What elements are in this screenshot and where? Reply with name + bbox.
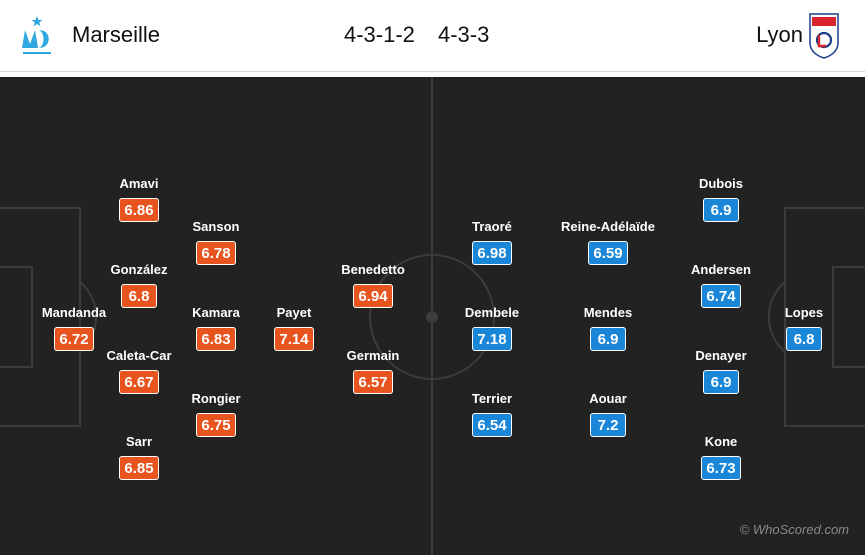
player-rating: 6.59	[588, 241, 628, 265]
player-rating: 7.18	[472, 327, 512, 351]
match-header: Marseille 4-3-1-2 4-3-3 Lyon	[0, 0, 865, 72]
away-player[interactable]: Denayer 6.9	[681, 348, 761, 394]
player-rating: 6.86	[119, 198, 159, 222]
away-team-name[interactable]: Lyon	[756, 22, 803, 47]
player-rating: 6.67	[119, 370, 159, 394]
player-name: Mendes	[583, 305, 633, 320]
away-player[interactable]: Lopes 6.8	[764, 305, 844, 351]
home-player[interactable]: Sarr 6.85	[99, 434, 179, 480]
home-team-name[interactable]: Marseille	[72, 22, 161, 47]
player-rating: 6.74	[701, 284, 741, 308]
away-player[interactable]: Reine-Adélaïde 6.59	[553, 219, 663, 265]
home-player[interactable]: Amavi 6.86	[99, 176, 179, 222]
home-player[interactable]: Payet 7.14	[254, 305, 334, 351]
home-formation: 4-3-1-2	[344, 22, 415, 47]
player-name: Rongier	[191, 391, 241, 406]
player-rating: 6.73	[701, 456, 741, 480]
away-player[interactable]: Kone 6.73	[681, 434, 761, 480]
home-player[interactable]: Rongier 6.75	[176, 391, 256, 437]
player-name: Germain	[346, 348, 400, 363]
whoscored-watermark: © WhoScored.com	[739, 522, 849, 537]
player-rating: 6.85	[119, 456, 159, 480]
player-name: Traoré	[472, 219, 512, 234]
player-name: Dembele	[464, 305, 520, 320]
away-formation: 4-3-3	[438, 22, 490, 47]
player-name: Reine-Adélaïde	[561, 219, 655, 234]
player-name: Kone	[704, 434, 738, 449]
player-rating: 6.78	[196, 241, 236, 265]
player-name: Mandanda	[41, 305, 107, 320]
player-rating: 6.54	[472, 413, 512, 437]
home-player[interactable]: Germain 6.57	[333, 348, 413, 394]
home-player[interactable]: Kamara 6.83	[176, 305, 256, 351]
player-rating: 7.14	[274, 327, 314, 351]
player-name: Terrier	[471, 391, 513, 406]
player-rating: 6.98	[472, 241, 512, 265]
player-rating: 6.9	[590, 327, 626, 351]
player-name: Sarr	[125, 434, 153, 449]
player-rating: 6.9	[703, 370, 739, 394]
home-player[interactable]: Caleta-Car 6.67	[99, 348, 179, 394]
player-rating: 6.57	[353, 370, 393, 394]
lyon-crest-icon[interactable]	[809, 13, 839, 59]
away-player[interactable]: Dembele 7.18	[452, 305, 532, 351]
home-player[interactable]: Benedetto 6.94	[333, 262, 413, 308]
player-name: Lopes	[784, 305, 824, 320]
player-name: Dubois	[698, 176, 744, 191]
player-rating: 6.8	[786, 327, 822, 351]
pitch: Mandanda 6.72 Amavi 6.86 González 6.8 Ca…	[0, 77, 865, 555]
player-name: Sanson	[192, 219, 240, 234]
away-player[interactable]: Mendes 6.9	[568, 305, 648, 351]
player-name: Andersen	[691, 262, 751, 277]
away-player[interactable]: Aouar 7.2	[568, 391, 648, 437]
player-rating: 6.83	[196, 327, 236, 351]
player-name: Denayer	[695, 348, 747, 363]
marseille-crest-icon[interactable]	[18, 14, 56, 58]
player-rating: 6.75	[196, 413, 236, 437]
home-player[interactable]: Sanson 6.78	[176, 219, 256, 265]
player-rating: 6.9	[703, 198, 739, 222]
player-name: Benedetto	[341, 262, 405, 277]
player-name: González	[110, 262, 168, 277]
player-name: Kamara	[192, 305, 240, 320]
home-player[interactable]: Mandanda 6.72	[24, 305, 124, 351]
away-player[interactable]: Andersen 6.74	[681, 262, 761, 308]
player-rating: 7.2	[590, 413, 626, 437]
player-rating: 6.94	[353, 284, 393, 308]
pitch-markings	[0, 77, 865, 555]
home-player[interactable]: González 6.8	[99, 262, 179, 308]
player-rating: 6.72	[54, 327, 94, 351]
player-name: Aouar	[589, 391, 627, 406]
player-rating: 6.8	[121, 284, 157, 308]
away-player[interactable]: Dubois 6.9	[681, 176, 761, 222]
away-player[interactable]: Traoré 6.98	[452, 219, 532, 265]
player-name: Amavi	[119, 176, 159, 191]
player-name: Caleta-Car	[106, 348, 172, 363]
player-name: Payet	[276, 305, 312, 320]
away-player[interactable]: Terrier 6.54	[452, 391, 532, 437]
